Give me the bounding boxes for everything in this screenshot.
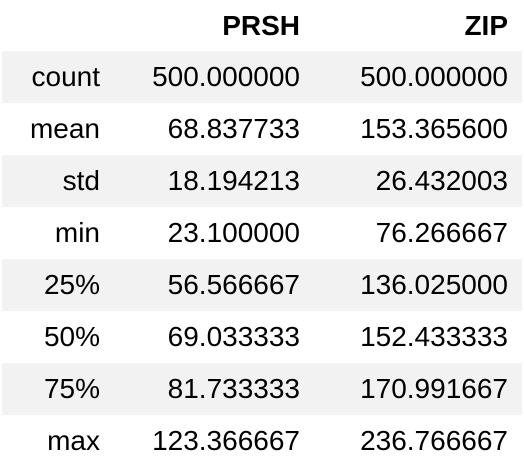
cell-prsh: 18.194213 (167, 165, 300, 196)
cell-zip: 236.766667 (360, 425, 508, 456)
cell-prsh: 123.366667 (152, 425, 300, 456)
table-row: count 500.000000 500.000000 (2, 51, 522, 103)
table-row: std 18.194213 26.432003 (2, 155, 522, 207)
table-row: 25% 56.566667 136.025000 (2, 259, 522, 311)
cell-zip: 500.000000 (360, 61, 508, 92)
table-row: 50% 69.033333 152.433333 (2, 311, 522, 363)
table-row: min 23.100000 76.266667 (2, 207, 522, 259)
cell-prsh: 23.100000 (167, 217, 300, 248)
row-label: 75% (43, 373, 100, 404)
cell-prsh: 69.033333 (167, 321, 300, 352)
column-header-prsh: PRSH (114, 1, 314, 51)
table-row: max 123.366667 236.766667 (2, 415, 522, 467)
cell-prsh: 56.566667 (167, 269, 300, 300)
cell-zip: 26.432003 (375, 165, 508, 196)
cell-zip: 136.025000 (360, 269, 508, 300)
table-row: mean 68.837733 153.365600 (2, 103, 522, 155)
row-label: std (62, 165, 100, 196)
row-label: max (47, 425, 100, 456)
row-label: 50% (43, 321, 100, 352)
header-row: PRSH ZIP (2, 1, 522, 51)
table-row: 75% 81.733333 170.991667 (2, 363, 522, 415)
cell-prsh: 81.733333 (167, 373, 300, 404)
cell-zip: 170.991667 (360, 373, 508, 404)
cell-zip: 76.266667 (375, 217, 508, 248)
cell-zip: 153.365600 (360, 113, 508, 144)
column-header-zip: ZIP (314, 1, 522, 51)
table-header: PRSH ZIP (2, 1, 522, 51)
table-body: count 500.000000 500.000000 mean 68.8377… (2, 51, 522, 467)
cell-zip: 152.433333 (360, 321, 508, 352)
row-label: 25% (43, 269, 100, 300)
index-header (2, 1, 114, 51)
cell-prsh: 68.837733 (167, 113, 300, 144)
row-label: min (54, 217, 100, 248)
cell-prsh: 500.000000 (152, 61, 300, 92)
row-label: count (31, 61, 101, 92)
row-label: mean (29, 113, 100, 144)
